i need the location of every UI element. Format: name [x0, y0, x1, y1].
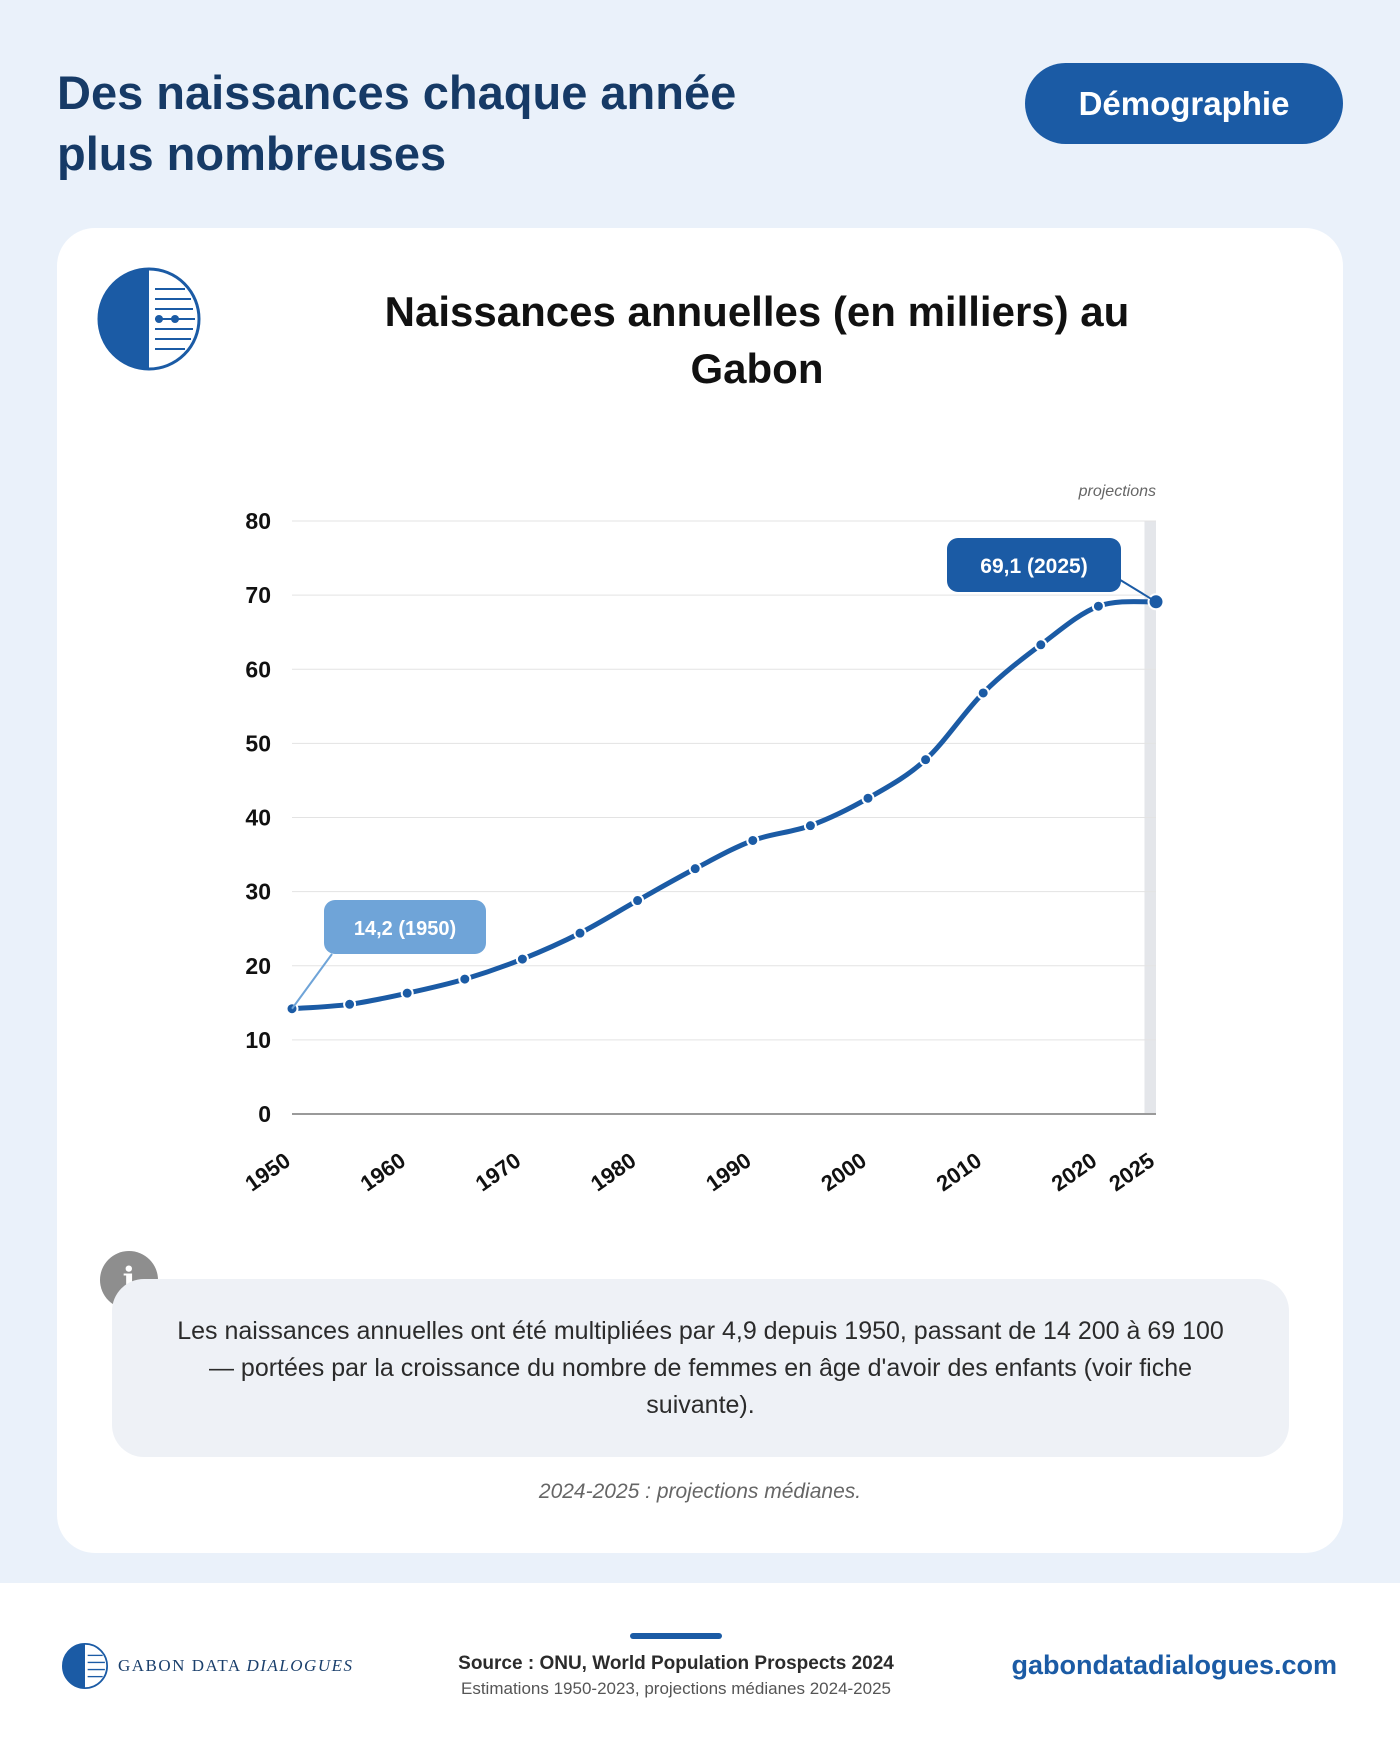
y-tick-label: 10 — [245, 1027, 271, 1053]
x-tick-label: 1960 — [356, 1148, 410, 1197]
annotation-leader-line — [291, 953, 333, 1010]
x-tick-label: 2020 — [1047, 1148, 1101, 1197]
data-point — [861, 791, 875, 805]
footer-brand: GABON DATA DIALOGUES — [118, 1656, 353, 1676]
data-point — [343, 997, 357, 1011]
data-point — [458, 972, 472, 986]
chart-title: Naissances annuelles (en milliers) au Ga… — [384, 288, 1130, 392]
info-text: Les naissances annuelles ont été multipl… — [177, 1316, 1224, 1419]
line-chart: projections 0 10 20 30 40 50 60 70 80 1950 1960 1970… — [240, 483, 1165, 1197]
data-point — [1091, 599, 1105, 613]
projection-label: projections — [1078, 483, 1156, 500]
y-tick-label: 40 — [245, 805, 271, 831]
footer: GABON DATA DIALOGUES Source : ONU, World… — [0, 1583, 1400, 1750]
footer-source: Source : ONU, World Population Prospects… — [458, 1653, 894, 1674]
data-point — [1034, 638, 1048, 652]
data-point — [631, 894, 645, 908]
data-point — [976, 686, 990, 700]
data-point — [688, 862, 702, 876]
annotation-label-end: 69,1 (2025) — [980, 555, 1087, 578]
y-tick-label: 80 — [245, 508, 271, 534]
x-tick-label: 2000 — [816, 1148, 870, 1197]
annotation-box-end — [947, 538, 1121, 592]
footer-logo-icon — [62, 1643, 108, 1689]
y-tick-label: 70 — [245, 582, 271, 608]
category-badge[interactable]: Démographie — [1025, 63, 1343, 144]
footer-accent-bar — [630, 1633, 722, 1639]
projection-note: 2024-2025 : projections médianes. — [538, 1480, 862, 1503]
footer-brand-italic: DIALOGUES — [246, 1656, 354, 1675]
footer-website-link[interactable]: gabondatadialogues.com — [1011, 1650, 1337, 1680]
footer-brand-main: GABON DATA — [118, 1656, 247, 1675]
annotation-leader-line — [1116, 577, 1157, 603]
data-point — [573, 926, 587, 940]
y-tick-label: 0 — [258, 1101, 271, 1127]
data-point — [919, 753, 933, 767]
footer-subsource: Estimations 1950-2023, projections média… — [461, 1679, 891, 1698]
x-tick-label: 1980 — [586, 1148, 640, 1197]
x-tick-label: 1970 — [471, 1148, 525, 1197]
x-tick-label: 2025 — [1104, 1148, 1158, 1197]
annotation-label-start: 14,2 (1950) — [354, 918, 456, 940]
data-point — [515, 952, 529, 966]
y-tick-label: 60 — [245, 656, 271, 682]
x-tick-label: 1990 — [701, 1148, 755, 1197]
page-title: Des naissances chaque année plus nombreu… — [57, 66, 737, 180]
info-box: Les naissances annuelles ont été multipl… — [112, 1279, 1289, 1457]
data-point — [803, 819, 817, 833]
chart-card: Naissances annuelles (en milliers) au Ga… — [57, 228, 1343, 1553]
y-tick-label: 50 — [245, 730, 271, 756]
annotation-box-start — [324, 900, 486, 954]
x-tick-label: 1950 — [240, 1148, 294, 1197]
data-point — [746, 833, 760, 847]
y-tick-label: 30 — [245, 879, 271, 905]
data-point — [400, 986, 414, 1000]
gabon-data-dialogues-logo-icon — [97, 267, 201, 371]
y-tick-label: 20 — [245, 953, 271, 979]
x-tick-label: 2010 — [932, 1148, 986, 1197]
series-line — [289, 599, 1159, 1012]
